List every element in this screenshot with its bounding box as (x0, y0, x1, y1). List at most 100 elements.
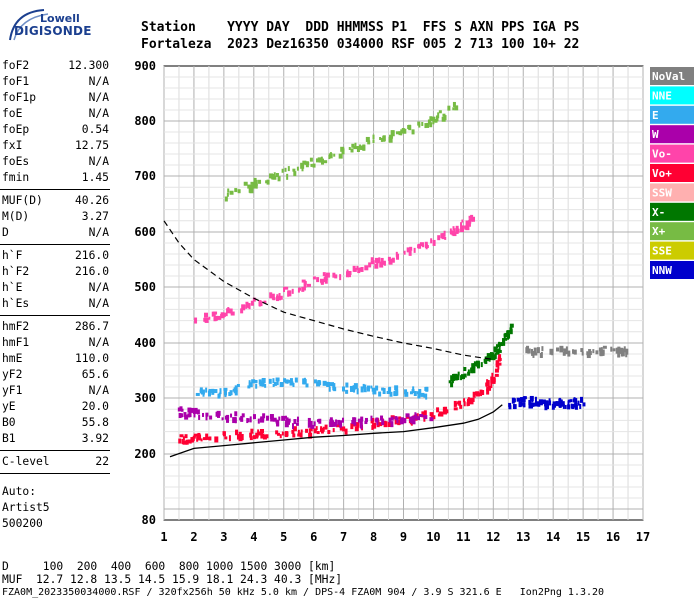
data-point (388, 258, 393, 265)
data-point (193, 433, 198, 437)
data-point (508, 402, 512, 407)
param-row: yF2 65.6 (0, 367, 113, 383)
data-point (307, 417, 311, 423)
data-point (467, 221, 471, 227)
data-point (571, 404, 575, 410)
data-point (419, 413, 424, 417)
data-point (409, 416, 413, 422)
data-point (562, 351, 566, 356)
data-point (429, 116, 433, 122)
data-point (577, 400, 580, 406)
data-point (529, 395, 534, 401)
data-point (187, 407, 192, 413)
data-point (372, 139, 375, 143)
param-value: 3.27 (81, 210, 109, 223)
x-tick-label: 2 (190, 530, 197, 544)
data-point (364, 417, 368, 422)
data-point (312, 276, 316, 280)
data-point (229, 190, 234, 195)
data-point (332, 421, 337, 427)
data-point (555, 401, 558, 405)
data-point (284, 286, 289, 290)
data-point (259, 381, 263, 387)
data-point (419, 242, 424, 247)
x-tick-label: 13 (516, 530, 530, 544)
data-point (464, 225, 468, 230)
data-point (423, 410, 427, 416)
data-point (429, 122, 433, 128)
data-point (223, 387, 228, 391)
data-point (471, 363, 476, 369)
data-point (268, 378, 272, 384)
param-label: C-level (2, 455, 50, 468)
data-point (454, 105, 459, 111)
data-point (198, 414, 201, 420)
data-point (565, 346, 568, 352)
data-point (183, 412, 187, 418)
param-row: foEs N/A (0, 154, 113, 170)
param-row: h`Es N/A (0, 296, 113, 312)
data-point (196, 436, 199, 442)
data-point (344, 428, 348, 435)
data-point (399, 418, 404, 425)
param-value: N/A (88, 281, 109, 294)
data-point (610, 346, 613, 352)
data-point (580, 396, 584, 403)
data-point (480, 390, 485, 396)
data-point (333, 387, 337, 392)
param-row: hmF1 N/A (0, 335, 113, 351)
data-point (181, 413, 184, 418)
data-point (320, 279, 324, 284)
data-point (187, 439, 192, 444)
data-point (473, 364, 476, 369)
y-tick-label: 700 (134, 169, 156, 183)
data-point (444, 406, 448, 411)
data-point (247, 184, 251, 189)
data-point (205, 415, 208, 421)
data-point (247, 303, 251, 309)
data-point (398, 131, 402, 136)
data-point (313, 428, 317, 432)
data-point (270, 418, 274, 422)
data-point (573, 349, 577, 355)
legend-swatch (650, 164, 694, 182)
data-point (319, 427, 323, 432)
data-point (292, 426, 297, 432)
data-point (534, 352, 538, 356)
x-tick-label: 15 (576, 530, 590, 544)
data-point (337, 419, 341, 425)
data-point (393, 390, 396, 395)
data-point (238, 431, 242, 438)
param-label: D (2, 226, 9, 239)
data-point (423, 416, 426, 422)
data-point (540, 351, 543, 358)
data-point (346, 269, 349, 273)
data-point (330, 382, 335, 387)
param-row: yF1 N/A (0, 383, 113, 399)
data-point (463, 367, 467, 372)
data-point (528, 399, 532, 405)
header-field-axn: AXN (469, 20, 502, 35)
data-point (276, 296, 280, 302)
data-point (245, 304, 248, 309)
data-point (195, 392, 200, 396)
data-point (297, 429, 300, 434)
data-point (460, 225, 465, 229)
data-point (409, 246, 413, 251)
data-point (250, 181, 254, 185)
data-point (296, 416, 299, 423)
data-point (328, 155, 331, 160)
data-point (486, 380, 490, 387)
data-point (511, 397, 515, 404)
data-point (408, 124, 412, 129)
data-point (383, 420, 387, 425)
data-point (486, 388, 490, 395)
data-point (463, 373, 467, 378)
data-point (381, 387, 385, 391)
header-field-station: Station (141, 20, 228, 35)
param-row: fxI 12.75 (0, 138, 113, 154)
header-value-4: 034000 (336, 37, 392, 52)
data-point (275, 419, 278, 424)
data-point (287, 290, 292, 297)
param-label: yF2 (2, 368, 23, 381)
